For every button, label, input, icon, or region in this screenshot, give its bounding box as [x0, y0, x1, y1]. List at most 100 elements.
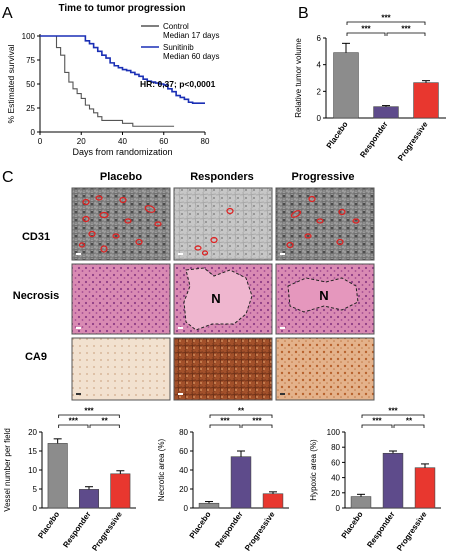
- micrograph-ca9-responders: [173, 337, 273, 401]
- hypoxic-y-tick-label: 40: [331, 474, 340, 483]
- hypoxic-y-tick-label: 100: [327, 428, 341, 437]
- km-x-label: Days from randomization: [72, 147, 172, 157]
- hypoxic-y-label: Hypoxic area (%): [309, 439, 318, 501]
- vessel-y-tick-label: 5: [33, 485, 38, 494]
- hypoxic-bar-chart: 0 20 40 60 80 100 Hypoxic area (%) Placebo Respo…: [309, 407, 441, 553]
- volume-bar: [373, 106, 399, 119]
- volume-sig-label: ***: [361, 25, 371, 34]
- hypoxic-y-tick-label: 80: [331, 443, 340, 452]
- volume-category-label: Progressive: [396, 120, 430, 163]
- hypoxic-sig-bracket: [361, 424, 393, 428]
- hypoxic-sig-bracket: [361, 414, 425, 418]
- hypoxic-bar: [382, 452, 404, 509]
- vessel-sig-label: **: [102, 417, 109, 426]
- necrotic-y-label: Necrotic area (%): [157, 439, 166, 502]
- km-x-tick-label: 20: [77, 137, 86, 146]
- necrotic-sig-label: **: [238, 407, 245, 416]
- necrotic-y-tick-label: 60: [179, 447, 188, 456]
- km-legend-median: Median 17 days: [163, 31, 219, 40]
- hypoxic-y-tick-label: 60: [331, 458, 340, 467]
- vessel-y-label: Vessel number per field: [3, 428, 12, 512]
- volume-sig-label: ***: [401, 25, 411, 34]
- vessel-category-label: Responder: [61, 510, 92, 549]
- necrotic-bar: [198, 502, 220, 509]
- micrograph-necrosis-responders: N: [173, 263, 273, 335]
- necrosis-marker-progressive: N: [319, 288, 328, 303]
- necrotic-category-label: Progressive: [243, 510, 277, 553]
- hypoxic-category-label: Responder: [365, 510, 396, 549]
- km-y-tick-label: 50: [26, 80, 35, 89]
- hypoxic-sig-label: **: [406, 417, 413, 426]
- histo-row-cd31: CD31: [22, 231, 50, 243]
- hypoxic-bar: [350, 496, 372, 509]
- km-y-tick-label: 0: [31, 128, 36, 137]
- histo-col-progressive: Progressive: [292, 171, 355, 183]
- necrotic-y-tick-label: 20: [179, 485, 188, 494]
- km-legend-name: Control: [163, 22, 189, 31]
- necrotic-y-tick-label: 40: [179, 466, 188, 475]
- vessel-sig-label: ***: [84, 407, 94, 416]
- volume-sig-label: ***: [381, 14, 391, 23]
- km-y-tick-label: 75: [26, 56, 35, 65]
- necrotic-y-tick-label: 80: [179, 428, 188, 437]
- necrotic-bar: [230, 456, 252, 509]
- histo-row-ca9: CA9: [25, 351, 47, 363]
- vessel-y-tick-label: 20: [28, 428, 37, 437]
- vessel-sig-bracket: [89, 424, 120, 428]
- vessel-y-tick-label: 10: [28, 466, 37, 475]
- hypoxic-y-tick-label: 20: [331, 489, 340, 498]
- histo-col-responders: Responders: [190, 171, 254, 183]
- micrograph-cd31-responders: [173, 187, 273, 261]
- vessel-bar: [78, 489, 100, 509]
- volume-y-tick-label: 0: [317, 114, 322, 123]
- volume-y-tick-label: 2: [317, 87, 322, 96]
- volume-y-tick-label: 6: [317, 34, 322, 43]
- histo-col-placebo: Placebo: [100, 171, 142, 183]
- km-x-tick-label: 80: [201, 137, 210, 146]
- micrograph-necrosis-progressive: N: [275, 263, 375, 335]
- micrograph-necrosis-placebo: [71, 263, 171, 335]
- micrograph-ca9-progressive: [275, 337, 375, 401]
- km-series-line-control: [40, 35, 175, 127]
- volume-y-label: Relative tumor volume: [294, 38, 303, 118]
- volume-y-tick-label: 4: [317, 61, 322, 70]
- km-x-tick-label: 0: [38, 137, 43, 146]
- histology-grid: Placebo Responders Progressive CD31 Necr…: [13, 171, 375, 401]
- volume-category-label: Placebo: [325, 120, 350, 150]
- km-x-tick-label: 60: [159, 137, 168, 146]
- panel-label-a: A: [2, 5, 13, 22]
- km-y-label: % Estimated survival: [6, 44, 16, 123]
- hypoxic-category-label: Progressive: [395, 510, 429, 553]
- vessel-category-label: Placebo: [36, 510, 61, 540]
- necrotic-sig-bracket: [209, 424, 241, 428]
- km-title: Time to tumor progression: [58, 3, 185, 14]
- volume-category-label: Responder: [358, 120, 389, 159]
- necrosis-marker-responders: N: [211, 291, 220, 306]
- micrograph-cd31-placebo: [71, 187, 171, 261]
- hypoxic-sig-bracket: [393, 424, 425, 428]
- km-legend-name: Sunitinib: [163, 43, 194, 52]
- necrotic-category-label: Responder: [213, 510, 244, 549]
- vessel-bar: [110, 473, 131, 509]
- necrotic-bar: [262, 493, 284, 509]
- micrograph-cd31-progressive: [275, 187, 375, 261]
- km-y-tick-label: 25: [26, 104, 35, 113]
- micrograph-ca9-placebo: [71, 337, 171, 401]
- hypoxic-bar: [414, 467, 436, 509]
- necrotic-sig-label: ***: [220, 417, 230, 426]
- km-series-line-sunitinib: [40, 35, 205, 104]
- km-legend-median: Median 60 days: [163, 52, 219, 61]
- volume-sig-bracket: [346, 21, 426, 25]
- volume-sig-bracket: [346, 32, 386, 36]
- vessel-sig-bracket: [58, 424, 89, 428]
- km-annotation: HR: 0,37; p<0,0001: [140, 79, 216, 89]
- necrotic-category-label: Placebo: [188, 510, 213, 540]
- necrotic-y-tick-label: 0: [184, 504, 189, 513]
- hypoxic-category-label: Placebo: [340, 510, 365, 540]
- volume-bar: [413, 82, 439, 119]
- necrotic-sig-label: ***: [252, 417, 262, 426]
- hypoxic-y-tick-label: 0: [336, 504, 341, 513]
- km-x-tick-label: 40: [118, 137, 127, 146]
- vessel-sig-bracket: [58, 414, 120, 418]
